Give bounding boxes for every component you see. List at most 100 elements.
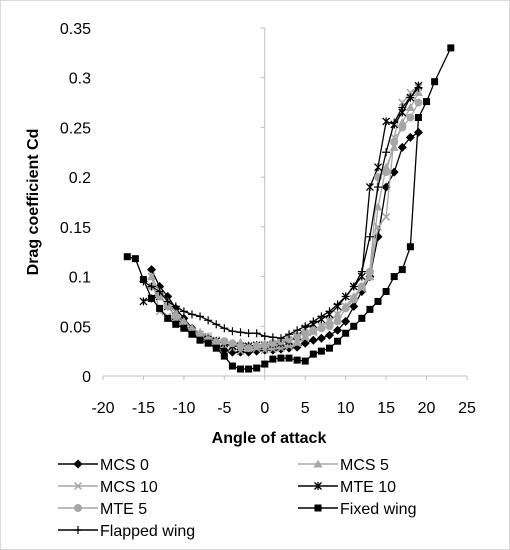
data-point-flapped-wing bbox=[212, 320, 221, 329]
data-point-flapped-wing bbox=[155, 287, 164, 296]
data-point-fixed-wing bbox=[131, 255, 139, 263]
data-point-mte-10 bbox=[382, 117, 391, 126]
data-point-flapped-wing bbox=[244, 329, 253, 338]
data-point-fixed-wing bbox=[431, 78, 439, 86]
data-point-mte-10 bbox=[374, 163, 382, 172]
data-point-mcs-0 bbox=[341, 316, 351, 326]
data-point-flapped-wing bbox=[317, 312, 326, 321]
data-point-fixed-wing bbox=[358, 314, 366, 322]
legend-item-mcs-0: MCS 0 bbox=[58, 457, 149, 474]
data-point-mte-5 bbox=[220, 337, 229, 346]
data-point-flapped-wing bbox=[349, 282, 358, 291]
x-tick-label: -5 bbox=[217, 400, 231, 417]
data-point-fixed-wing bbox=[269, 355, 277, 363]
data-point-mte-5 bbox=[382, 168, 391, 177]
legend-item-mcs-5: MCS 5 bbox=[298, 457, 389, 474]
data-point-fixed-wing bbox=[188, 330, 196, 338]
data-point-fixed-wing bbox=[325, 344, 333, 352]
legend-marker-mte-5 bbox=[74, 504, 82, 512]
y-tick-label: 0.1 bbox=[69, 270, 91, 287]
data-point-fixed-wing bbox=[220, 352, 228, 360]
data-point-fixed-wing bbox=[447, 44, 455, 52]
data-point-mcs-5 bbox=[381, 162, 391, 171]
data-point-mte-5 bbox=[309, 326, 318, 335]
data-point-fixed-wing bbox=[382, 287, 390, 295]
data-point-mcs-5 bbox=[413, 88, 423, 97]
data-point-flapped-wing bbox=[204, 316, 213, 325]
legend-item-flapped-wing: Flapped wing bbox=[58, 523, 195, 540]
data-point-mte-5 bbox=[390, 138, 399, 147]
y-tick-label: 0.05 bbox=[60, 319, 91, 336]
x-tick-label: 15 bbox=[377, 400, 395, 417]
data-point-mte-5 bbox=[301, 328, 310, 337]
data-point-mte-5 bbox=[285, 335, 294, 344]
data-point-flapped-wing bbox=[285, 330, 294, 339]
data-point-mcs-0 bbox=[349, 301, 359, 311]
series-layer bbox=[123, 44, 455, 373]
legend-marker-mcs-10 bbox=[73, 481, 83, 491]
data-point-flapped-wing bbox=[414, 83, 423, 92]
data-point-mcs-10 bbox=[293, 339, 302, 348]
x-tick-label: 5 bbox=[301, 400, 310, 417]
data-point-mcs-0 bbox=[413, 127, 423, 137]
data-point-mte-5 bbox=[212, 338, 221, 347]
legend-marker-flapped-wing bbox=[74, 526, 82, 534]
data-point-flapped-wing bbox=[276, 334, 285, 343]
data-point-mcs-0 bbox=[333, 325, 343, 335]
data-point-flapped-wing bbox=[179, 307, 188, 316]
data-point-mte-5 bbox=[268, 339, 277, 348]
data-point-mcs-10 bbox=[301, 334, 310, 343]
data-point-mte-5 bbox=[414, 98, 423, 107]
series-mcs-0 bbox=[147, 127, 423, 357]
legend-label-flapped-wing: Flapped wing bbox=[100, 523, 195, 540]
data-point-flapped-wing bbox=[325, 307, 334, 316]
data-point-flapped-wing bbox=[268, 333, 277, 342]
data-point-flapped-wing bbox=[333, 300, 342, 309]
data-point-flapped-wing bbox=[293, 326, 302, 335]
data-point-mcs-10 bbox=[373, 222, 383, 231]
data-point-fixed-wing bbox=[414, 113, 422, 121]
x-tick-label: -10 bbox=[172, 400, 195, 417]
data-point-fixed-wing bbox=[366, 305, 374, 313]
data-point-flapped-wing bbox=[341, 292, 350, 301]
data-point-fixed-wing bbox=[180, 324, 188, 332]
data-point-fixed-wing bbox=[164, 314, 172, 322]
legend-item-fixed-wing: Fixed wing bbox=[298, 501, 416, 518]
data-point-fixed-wing bbox=[309, 350, 317, 358]
data-point-fixed-wing bbox=[123, 253, 131, 261]
legend-item-mte-5: MTE 5 bbox=[58, 501, 147, 518]
data-point-mte-5 bbox=[349, 295, 358, 304]
data-point-fixed-wing bbox=[398, 266, 406, 274]
series-mte-5 bbox=[147, 98, 423, 353]
data-point-fixed-wing bbox=[237, 365, 245, 373]
data-point-mte-10 bbox=[365, 183, 374, 192]
series-mcs-5 bbox=[147, 88, 423, 350]
data-point-fixed-wing bbox=[317, 347, 325, 355]
data-point-mcs-0 bbox=[389, 167, 399, 177]
data-point-fixed-wing bbox=[374, 297, 382, 305]
legend-marker-mte-10 bbox=[314, 482, 322, 490]
y-tick-label: 0.3 bbox=[69, 71, 91, 88]
data-point-fixed-wing bbox=[253, 364, 261, 372]
data-point-flapped-wing bbox=[139, 277, 148, 286]
y-tick-label: 0.25 bbox=[60, 120, 91, 137]
data-point-mte-5 bbox=[333, 317, 342, 326]
data-point-fixed-wing bbox=[406, 243, 414, 251]
data-point-flapped-wing bbox=[196, 312, 205, 321]
legend-label-mcs-5: MCS 5 bbox=[340, 457, 389, 474]
legend-label-mte-5: MTE 5 bbox=[100, 501, 147, 518]
data-point-fixed-wing bbox=[245, 365, 253, 373]
x-axis-title: Angle of attack bbox=[212, 430, 327, 447]
legend-item-mcs-10: MCS 10 bbox=[58, 479, 158, 496]
data-point-flapped-wing bbox=[365, 232, 374, 241]
data-point-flapped-wing bbox=[260, 332, 269, 341]
data-point-mte-5 bbox=[244, 344, 253, 353]
data-point-flapped-wing bbox=[228, 327, 237, 336]
data-point-fixed-wing bbox=[196, 336, 204, 344]
data-point-mcs-0 bbox=[324, 330, 334, 340]
legend-label-fixed-wing: Fixed wing bbox=[340, 501, 416, 518]
data-point-flapped-wing bbox=[187, 310, 196, 319]
data-point-fixed-wing bbox=[423, 98, 431, 106]
legend-marker-fixed-wing bbox=[314, 504, 322, 512]
